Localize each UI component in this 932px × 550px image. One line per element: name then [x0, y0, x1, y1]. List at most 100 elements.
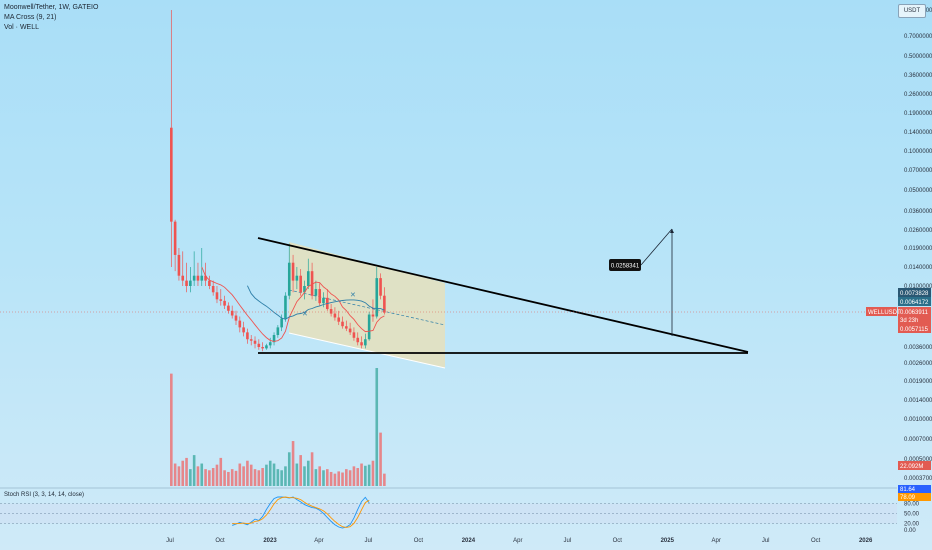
volume-bar	[173, 463, 177, 486]
ma-fast-price-tag-bg	[898, 288, 931, 297]
ma-slow-line	[246, 285, 385, 320]
volume-bar	[185, 457, 188, 486]
stoch-k-value: 81.64	[900, 487, 916, 493]
time-tick-label: 2025	[661, 538, 675, 544]
volume-legend[interactable]: Vol · WELL	[4, 24, 40, 31]
volume-bar	[383, 473, 386, 486]
candle-body	[276, 327, 280, 336]
price-tick-label: 0.0100000	[904, 284, 932, 290]
symbol-tag-bg	[866, 307, 897, 316]
volume-bar	[211, 468, 215, 486]
measure-label-box	[609, 259, 641, 271]
candles	[170, 10, 386, 352]
candle-body	[383, 295, 386, 313]
channel-fill	[289, 242, 445, 368]
volume-bar	[326, 469, 329, 486]
symbol-tag: WELLUSDT	[868, 310, 901, 316]
low-price-tag-bg	[898, 324, 931, 333]
price-tick-label: 0.5000000	[904, 54, 932, 60]
price-tick-label: 0.0700000	[904, 168, 932, 174]
volume-bar	[200, 463, 204, 486]
volume-bar	[204, 469, 207, 486]
stoch-tick-label: 0.00	[904, 528, 916, 534]
time-tick-label: Jul	[762, 538, 770, 544]
candle-body	[257, 343, 261, 347]
price-tick-label: 0.1900000	[904, 111, 932, 117]
volume-bar	[360, 463, 363, 486]
stoch-title: Stoch RSI (3, 3, 14, 14, close)	[4, 492, 84, 498]
currency-button[interactable]: USDT	[898, 4, 926, 18]
ma-cross-legend[interactable]: MA Cross (9, 21)	[4, 14, 57, 21]
volume-value-tag: 22.092M	[900, 464, 923, 470]
countdown-tag: 3d 23h	[900, 318, 918, 324]
price-tick-label: 0.0026000	[904, 361, 932, 367]
ma-slow-price-tag: 0.0064172	[900, 300, 929, 306]
candle-body	[348, 328, 352, 333]
time-tick-label: Jul	[563, 538, 571, 544]
volume-bar	[295, 463, 299, 486]
candle-body	[170, 127, 173, 222]
stoch-tick-label: 50.00	[904, 512, 920, 518]
candle-body	[253, 340, 257, 344]
volume-bar	[230, 469, 234, 486]
price-tick-label: 0.0019000	[904, 379, 932, 385]
volume-bar	[310, 452, 314, 486]
volume-bar	[299, 455, 302, 486]
volume-bar	[219, 457, 223, 486]
volume-bar	[329, 471, 333, 486]
price-tick-label: 0.0140000	[904, 265, 932, 271]
candle-body	[280, 318, 283, 328]
price-tick-label: 0.0003700	[904, 476, 932, 482]
volume-bar	[322, 470, 325, 486]
volume-bar	[333, 473, 337, 486]
candle-body	[291, 262, 295, 281]
candle-body	[189, 280, 192, 286]
ma-cross-marker: ✕	[350, 292, 356, 299]
volume-bar	[306, 460, 310, 486]
volume-bar	[341, 472, 344, 486]
price-tick-label: 0.0014000	[904, 398, 932, 404]
stoch-tick-label: 20.00	[904, 521, 920, 527]
volume-bar	[356, 468, 360, 486]
volume-bar	[223, 470, 226, 486]
time-tick-label: Apr	[513, 538, 522, 544]
descending-trendline	[257, 237, 749, 353]
candle-body	[192, 275, 196, 281]
ma-slow-price-tag-bg	[898, 297, 931, 306]
last-price-tag-bg	[898, 307, 931, 316]
volume-value-tag-bg	[898, 461, 931, 470]
measure-leader	[640, 228, 673, 266]
candle-body	[261, 347, 264, 349]
candle-body	[375, 278, 379, 317]
symbol-title[interactable]: Moonwell/Tether, 1W, GATEIO	[4, 4, 99, 11]
candle-body	[227, 305, 230, 311]
axes: 0.94000000.70000000.50000000.36000000.26…	[0, 8, 932, 544]
candle-body	[177, 254, 181, 276]
price-tick-label: 0.3600000	[904, 73, 932, 79]
drawings: 0.0258341	[257, 228, 749, 354]
candle-body	[272, 335, 276, 343]
stoch-rsi-panel: Stoch RSI (3, 3, 14, 14, close) 80.00 50.0…	[0, 485, 931, 534]
candle-body	[238, 320, 242, 328]
price-tick-label: 0.0190000	[904, 246, 932, 252]
candle-body	[242, 327, 245, 333]
ma-cross-marker: ✕	[302, 311, 308, 318]
volume-bar	[364, 465, 367, 486]
price-tick-label: 0.0007000	[904, 437, 932, 443]
price-tick-label: 0.0036000	[904, 345, 932, 351]
candle-body	[333, 313, 337, 318]
stoch-d-value: 78.09	[900, 495, 916, 501]
candle-body	[287, 262, 291, 296]
stoch-d-line	[232, 496, 370, 528]
candle-body	[371, 314, 375, 317]
time-tick-label: Jul	[365, 538, 373, 544]
time-tick-label: Jul	[166, 538, 174, 544]
candle-body	[234, 315, 238, 321]
volume-bar	[196, 466, 200, 486]
moving-averages: ✕✕	[201, 266, 385, 342]
volume-bar	[272, 463, 276, 486]
candle-body	[230, 310, 234, 316]
volume-bar	[276, 469, 280, 486]
